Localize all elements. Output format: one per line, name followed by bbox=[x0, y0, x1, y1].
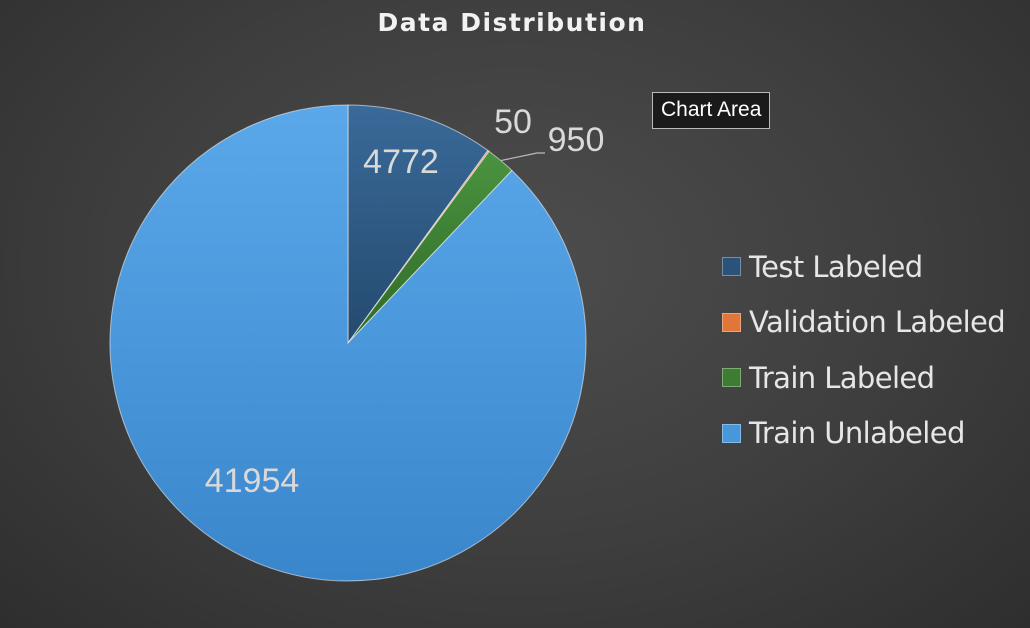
legend-label-train-unlabeled: Train Unlabeled bbox=[749, 416, 965, 451]
legend-item-validation-labeled[interactable]: Validation Labeled bbox=[722, 295, 1006, 351]
chart-title: Data Distribution bbox=[377, 8, 647, 37]
legend-item-train-unlabeled[interactable]: Train Unlabeled bbox=[722, 406, 1005, 462]
pie-slice-test-labeled[interactable] bbox=[347, 104, 489, 345]
legend-label-validation-labeled: Validation Labeled bbox=[749, 305, 1006, 340]
legend-item-test-labeled[interactable]: Test Labeled bbox=[722, 239, 1005, 295]
pie-slices bbox=[109, 104, 587, 582]
legend[interactable]: Test Labeled Validation Labeled Train Labe… bbox=[722, 239, 1006, 462]
chart-area-tooltip: Chart Area bbox=[652, 92, 771, 129]
data-label-train-unlabeled: 41954 bbox=[205, 462, 300, 500]
legend-item-train-labeled[interactable]: Train Labeled bbox=[722, 350, 1005, 406]
legend-swatch-validation-labeled bbox=[722, 312, 741, 332]
data-label-train-labeled: 950 bbox=[548, 121, 605, 159]
legend-label-train-labeled: Train Labeled bbox=[749, 360, 935, 395]
data-label-validation-labeled: 50 bbox=[494, 103, 532, 141]
legend-swatch-test-labeled bbox=[722, 257, 741, 277]
data-label-test-labeled: 4772 bbox=[363, 143, 439, 181]
pie-slice-train-unlabeled[interactable] bbox=[109, 104, 587, 582]
legend-label-test-labeled: Test Labeled bbox=[749, 249, 923, 284]
legend-swatch-train-unlabeled bbox=[722, 423, 741, 443]
data-labels: 4772 50 950 41954 bbox=[205, 103, 605, 500]
leader-line-train-labeled bbox=[500, 152, 545, 162]
leader-lines bbox=[500, 152, 545, 162]
legend-swatch-train-labeled bbox=[722, 368, 741, 388]
